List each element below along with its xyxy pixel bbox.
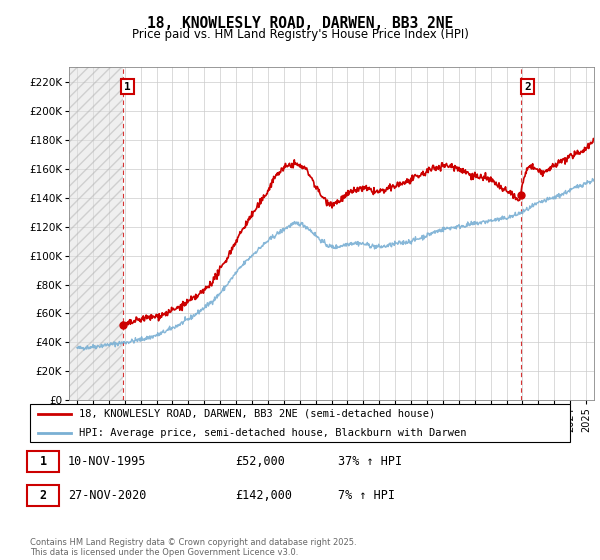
Text: 2: 2 [524, 82, 531, 92]
Text: HPI: Average price, semi-detached house, Blackburn with Darwen: HPI: Average price, semi-detached house,… [79, 428, 466, 438]
Text: 2: 2 [40, 489, 47, 502]
Text: 18, KNOWLESLY ROAD, DARWEN, BB3 2NE (semi-detached house): 18, KNOWLESLY ROAD, DARWEN, BB3 2NE (sem… [79, 409, 435, 419]
FancyBboxPatch shape [28, 451, 59, 472]
Text: 10-NOV-1995: 10-NOV-1995 [68, 455, 146, 468]
Bar [69, 67, 122, 400]
Text: Contains HM Land Registry data © Crown copyright and database right 2025.
This d: Contains HM Land Registry data © Crown c… [30, 538, 356, 557]
Text: £142,000: £142,000 [235, 489, 292, 502]
Text: 27-NOV-2020: 27-NOV-2020 [68, 489, 146, 502]
Text: Price paid vs. HM Land Registry's House Price Index (HPI): Price paid vs. HM Land Registry's House … [131, 28, 469, 41]
Text: 7% ↑ HPI: 7% ↑ HPI [338, 489, 395, 502]
Text: 37% ↑ HPI: 37% ↑ HPI [338, 455, 402, 468]
Text: £52,000: £52,000 [235, 455, 285, 468]
Text: 1: 1 [124, 82, 131, 92]
FancyBboxPatch shape [28, 486, 59, 506]
Text: 18, KNOWLESLY ROAD, DARWEN, BB3 2NE: 18, KNOWLESLY ROAD, DARWEN, BB3 2NE [147, 16, 453, 31]
Text: 1: 1 [40, 455, 47, 468]
FancyBboxPatch shape [30, 404, 570, 442]
